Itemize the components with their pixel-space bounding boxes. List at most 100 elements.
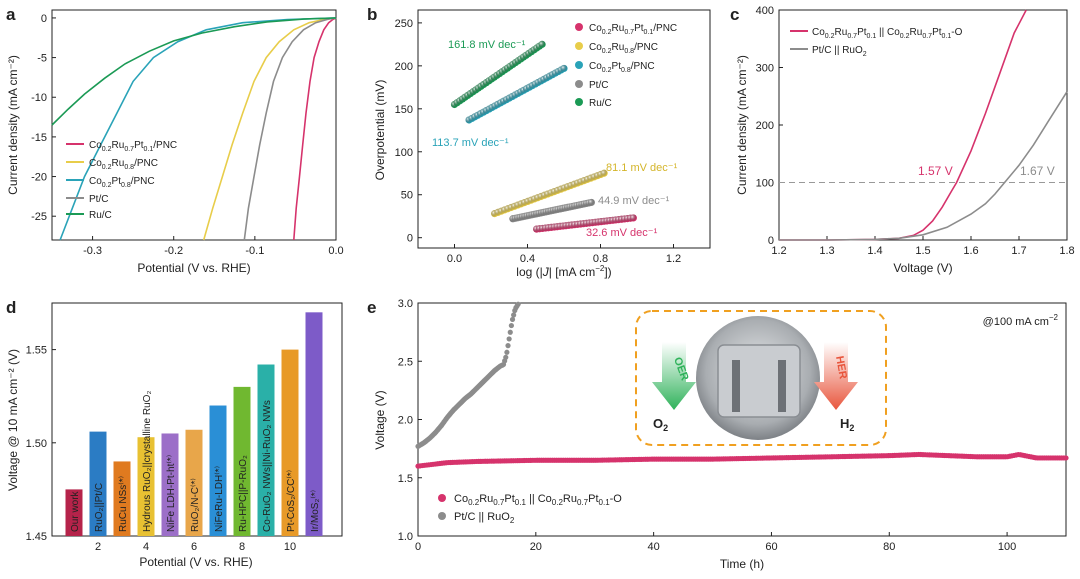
series-c-2 [779, 91, 1068, 241]
chart-c-ytick-label: 400 [756, 5, 774, 17]
annotation-167: 1.67 V [1020, 164, 1055, 178]
chart-b-ytick-label: 100 [395, 147, 413, 159]
series-a-1 [293, 17, 337, 241]
bar-2 [89, 431, 107, 536]
chart-b-xlabel: log (|J| [mA cm−2]) [516, 264, 611, 279]
bar-9 [257, 364, 275, 536]
series-b-5-highlight [538, 40, 546, 48]
bar-label-8: Ru-HPC||P-RuO₂ [238, 455, 249, 532]
series-e-2-point [507, 329, 513, 335]
chart-d-bar-labels: Our work RuO₂||Pt/C RuCu NSs⁽*⁾ Hydrous RuO… [70, 391, 321, 532]
chart-e-annotation: @100 mA cm−2 [983, 313, 1059, 328]
tafel-label-corupt: 32.6 mV dec⁻¹ [586, 227, 658, 239]
chart-d-bars [65, 312, 323, 536]
legend-b-marker-2 [575, 42, 583, 50]
chart-b-legend: Co0.2Ru0.7Pt0.1/PNC Co0.2Ru0.8/PNC Co0.2… [575, 23, 677, 109]
chart-a: -0.3 -0.2 -0.1 0.0 0 -5 -10 -15 -20 -25 Potential… [6, 9, 344, 275]
series-b-1-highlight [629, 214, 637, 222]
chart-e-ytick-label: 1.5 [398, 473, 413, 485]
chart-b-ytick-label: 200 [395, 61, 413, 73]
chart-a-xtick-label: -0.3 [83, 245, 102, 257]
chart-d-ytick-label: 1.45 [26, 531, 47, 543]
o2-label: O2 [653, 416, 668, 433]
legend-e-marker-1 [438, 494, 446, 502]
bar-11 [305, 312, 323, 536]
bar-label-1: Our work [70, 490, 81, 532]
chart-c-xtick-label: 1.4 [867, 245, 882, 257]
series-a-4 [243, 17, 337, 241]
chart-c-ytick-label: 0 [768, 235, 774, 247]
chart-b-xtick-label: 1.2 [666, 253, 681, 265]
bar-7 [209, 405, 227, 536]
h2-label: H2 [840, 416, 854, 433]
legend-c-label-2: Pt/C || RuO2 [812, 45, 867, 58]
chart-a-ticks: -0.3 -0.2 -0.1 0.0 0 -5 -10 -15 -20 -25 [31, 13, 344, 257]
chart-b-ticks: 0.0 0.4 0.8 1.2 0 50 100 150 200 250 [395, 18, 682, 265]
chart-e-xtick-label: 40 [648, 541, 660, 553]
chart-e: 0 20 40 60 80 100 1.0 1.5 2.0 2.5 3.0 @100 mA cm−2… [373, 298, 1069, 571]
bar-label-5: NiFe LDH-Pt-ht⁽*⁾ [166, 455, 177, 532]
panel-label-a: a [6, 5, 16, 24]
bar-label-10: Pt-CoS₂/CC⁽*⁾ [286, 470, 297, 532]
chart-d-ticks: 1.45 1.50 1.55 2 4 6 8 10 [26, 345, 297, 553]
legend-a-label-5: Ru/C [89, 210, 112, 221]
series-e-2-point [515, 301, 521, 307]
bar-10 [281, 349, 299, 536]
chart-c-xlabel: Voltage (V) [893, 261, 952, 275]
legend-b-label-4: Pt/C [589, 80, 608, 91]
chart-c: 1.2 1.3 1.4 1.5 1.6 1.7 1.8 0 100 200 300 400 1.57 … [735, 5, 1075, 275]
chart-a-ytick-label: -10 [31, 92, 47, 104]
chart-a-xtick-label: -0.2 [164, 245, 183, 257]
legend-a-label-4: Pt/C [89, 194, 108, 205]
chart-c-ylabel: Current density (mA cm⁻²) [735, 55, 749, 195]
photo-electrode-left [732, 360, 740, 412]
chart-d-ylabel: Voltage @ 10 mA cm⁻² (V) [6, 349, 20, 491]
chart-c-ytick-label: 200 [756, 120, 774, 132]
chart-d-xtick-label: 8 [239, 541, 245, 553]
chart-c-ytick-label: 100 [756, 178, 774, 190]
legend-a-label-2: Co0.2Ru0.8/PNC [89, 158, 158, 171]
legend-b-marker-3 [575, 61, 583, 69]
legend-b-marker-1 [575, 23, 583, 31]
chart-e-xtick-label: 20 [530, 541, 542, 553]
chart-b-ylabel: Overpotential (mV) [373, 80, 387, 181]
chart-b-xtick-label: 0.4 [520, 253, 535, 265]
chart-b-ytick-label: 150 [395, 104, 413, 116]
series-b-2-highlight [600, 169, 608, 177]
chart-a-ylabel: Current density (mA cm⁻²) [6, 55, 20, 195]
chart-c-xtick-label: 1.7 [1011, 245, 1026, 257]
legend-a-label-3: Co0.2Pt0.8/PNC [89, 176, 155, 189]
chart-b-xtick-label: 0.8 [593, 253, 608, 265]
panel-label-c: c [730, 5, 739, 24]
chart-e-xtick-label: 100 [998, 541, 1016, 553]
chart-a-legend: Co0.2Ru0.7Pt0.1/PNC Co0.2Ru0.8/PNC Co0.2… [66, 140, 177, 221]
her-arrow [814, 342, 858, 410]
series-a-2 [202, 17, 337, 241]
chart-e-legend: Co0.2Ru0.7Pt0.1 || Co0.2Ru0.7Pt0.1-O Pt/… [438, 493, 622, 525]
chart-d-xtick-label: 10 [284, 541, 296, 553]
legend-b-label-2: Co0.2Ru0.8/PNC [589, 42, 658, 55]
chart-a-ytick-label: -25 [31, 211, 47, 223]
series-e-2-point [506, 336, 512, 342]
chart-a-xtick-label: 0.0 [328, 245, 343, 257]
chart-e-ylabel: Voltage (V) [373, 390, 387, 449]
chart-a-ytick-label: -15 [31, 132, 47, 144]
chart-c-ticks: 1.2 1.3 1.4 1.5 1.6 1.7 1.8 0 100 200 300 400 [756, 5, 1075, 257]
chart-e-ticks: 0 20 40 60 80 100 1.0 1.5 2.0 2.5 3.0 [398, 298, 1017, 553]
chart-e-ytick-label: 2.0 [398, 415, 413, 427]
chart-d-xlabel: Potential (V vs. RHE) [139, 555, 252, 569]
legend-c-label-1: Co0.2Ru0.7Pt0.1 || Co0.2Ru0.7Pt0.1-O [812, 27, 963, 40]
chart-b-series [450, 40, 637, 233]
tafel-label-ptc: 44.9 mV dec⁻¹ [598, 195, 670, 207]
series-b-3-highlight [560, 64, 568, 73]
legend-b-label-3: Co0.2Pt0.8/PNC [589, 61, 655, 74]
bar-label-3: RuCu NSs⁽*⁾ [118, 476, 129, 532]
bar-label-2: RuO₂||Pt/C [94, 483, 105, 532]
series-e-2-point [508, 322, 514, 329]
chart-d-xtick-label: 2 [95, 541, 101, 553]
chart-e-series [415, 301, 1069, 469]
series-e-2-point [509, 316, 516, 323]
electrolysis-inset: OER HER O2 H2 [635, 310, 887, 446]
chart-c-series [779, 9, 1068, 241]
